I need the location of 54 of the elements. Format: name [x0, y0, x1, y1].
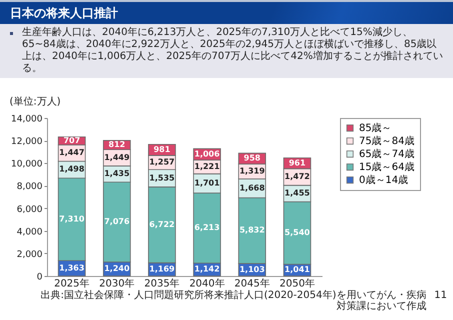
data-label: 1,257	[149, 158, 175, 167]
data-label: 958	[244, 154, 261, 163]
x-tick-label: 2040年	[189, 278, 225, 290]
data-label: 707	[63, 136, 80, 145]
data-label: 7,310	[59, 214, 85, 224]
data-label: 6,213	[194, 223, 220, 232]
y-tick-label: 4,000	[16, 227, 43, 238]
data-label: 981	[154, 144, 171, 154]
chart-title: 日本の将来人口推計	[0, 0, 453, 24]
y-tick-label: 0	[36, 272, 43, 282]
data-label: 5,540	[284, 228, 310, 237]
legend-label: 85歳～	[359, 122, 392, 134]
y-axis-title: (単位:万人)	[10, 96, 61, 108]
legend-label: 65歳～74歳	[359, 148, 414, 160]
legend-label: 0歳～14歳	[359, 174, 408, 186]
data-label: 1,319	[239, 166, 266, 176]
x-tick-label: 2050年	[279, 278, 315, 290]
x-tick-label: 2045年	[234, 278, 270, 290]
data-label: 1,435	[104, 169, 130, 178]
data-label: 1,221	[194, 162, 220, 171]
data-label: 1,498	[59, 164, 85, 174]
data-label: 6,722	[149, 220, 175, 229]
data-label: 1,363	[59, 263, 84, 272]
data-label: 1,103	[239, 264, 265, 274]
legend-label: 75歳～84歳	[359, 135, 414, 147]
x-tick-label: 2030年	[99, 278, 135, 290]
data-label: 1,449	[104, 152, 130, 162]
x-tick-label: 2035年	[144, 278, 180, 290]
data-label: 1,169	[149, 264, 176, 274]
data-label: 1,701	[194, 178, 220, 188]
y-tick-label: 10,000	[11, 160, 43, 170]
data-label: 1,006	[194, 149, 220, 158]
y-tick-label: 2,000	[16, 250, 43, 260]
y-tick-label: 6,000	[16, 204, 43, 215]
data-label: 1,041	[284, 265, 310, 274]
data-label: 961	[288, 158, 306, 168]
chart-subtitle: 生産年齢人口は、2040年に6,213万人と、2025年の7,310万人と比べて15%減少し、65~84歳は、2040年に2,922万人と、2025年の2,945万人とほぼ横ばいで推移し、85歳以上は、2040年に1,006万人と、2025年の707万人に比べて42%増加することが推計されている。	[22, 27, 443, 74]
data-label: 1,142	[194, 264, 220, 274]
y-tick-label: 12,000	[11, 137, 43, 148]
data-label: 5,832	[239, 226, 265, 235]
text: 11	[434, 290, 447, 301]
data-label: 1,472	[284, 172, 310, 181]
data-label: 1,668	[239, 183, 266, 192]
x-tick-label: 2025年	[54, 278, 90, 290]
data-label: 1,455	[284, 188, 310, 198]
data-label: 1,535	[149, 173, 176, 182]
y-tick-label: 8,000	[16, 182, 43, 192]
y-tick-label: 14,000	[11, 114, 43, 124]
data-label: 812	[108, 140, 126, 150]
legend-label: 15歳～64歳	[359, 161, 414, 173]
data-label: 1,447	[59, 148, 84, 158]
source-note: 出典:国立社会保障・人口問題研究所将来推計人口(2020-2054年)を用いてがん・疾病対策課において作成	[40, 290, 426, 312]
data-label: 7,076	[104, 217, 130, 226]
data-label: 1,240	[104, 264, 130, 274]
